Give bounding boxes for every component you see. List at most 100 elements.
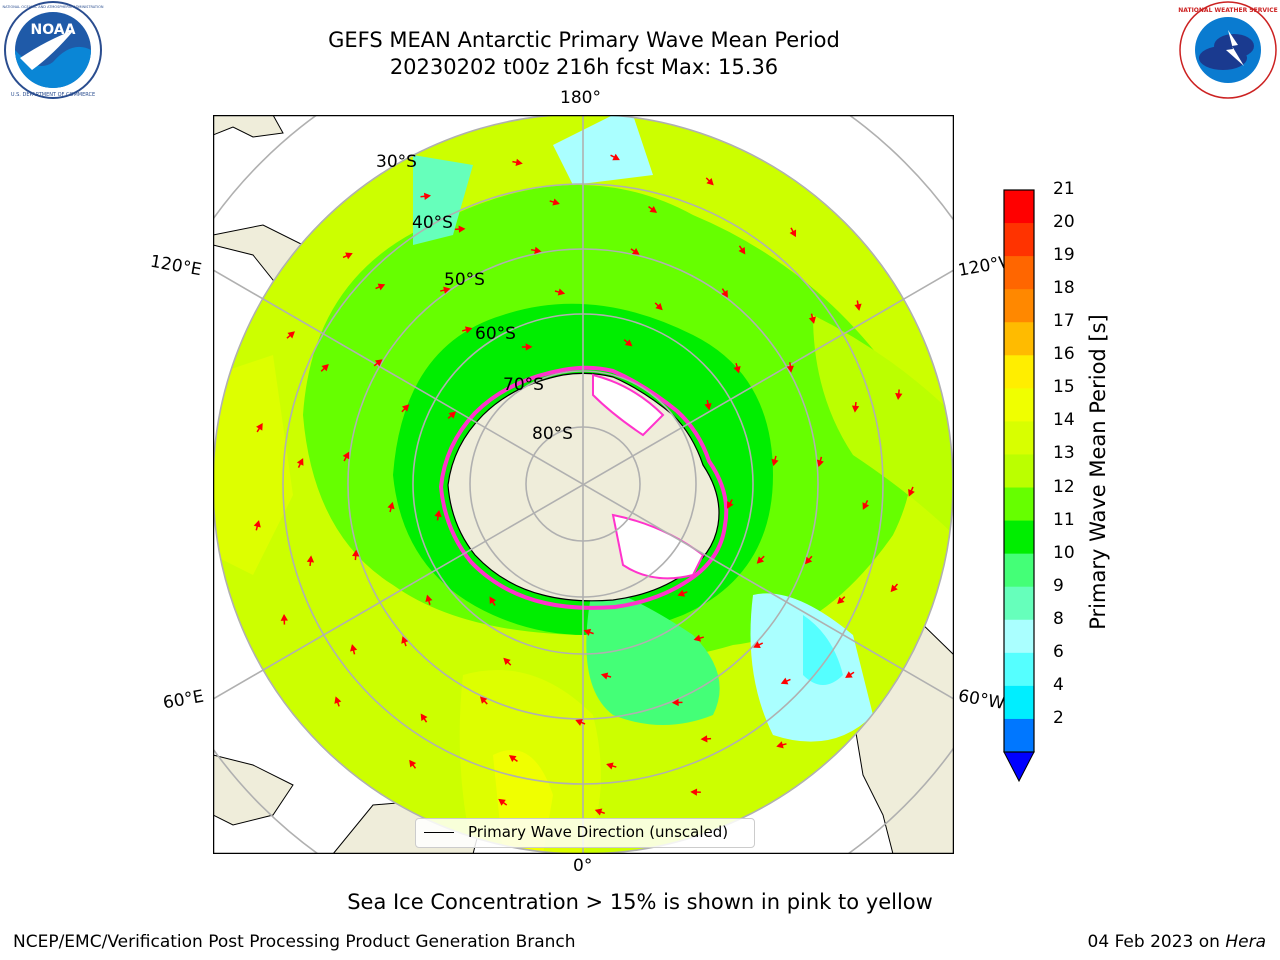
wave-arrow-head: [557, 288, 566, 296]
chart-title: GEFS MEAN Antarctic Primary Wave Mean Pe…: [328, 28, 840, 52]
wave-arrow-head: [890, 584, 898, 593]
colorbar-tick-label: 13: [1053, 443, 1075, 464]
colorbar-cell: [1004, 718, 1034, 753]
wave-arrow-head: [854, 303, 862, 311]
wave-direction-arrows: [253, 153, 915, 816]
wave-arrow-head: [423, 192, 432, 200]
wave-arrow-head: [756, 556, 765, 564]
legend-line-swatch: [424, 832, 454, 833]
wave-arrow-head: [377, 283, 386, 291]
legend-label: Primary Wave Direction (unscaled): [468, 823, 729, 841]
colorbar-tick-label: 19: [1053, 245, 1075, 266]
wave-arrow-head: [401, 404, 410, 412]
wave-arrow-head: [552, 198, 560, 206]
wave-arrow-head: [805, 556, 813, 565]
wave-arrow-head: [624, 339, 633, 347]
wave-arrow-head: [256, 422, 263, 431]
wave-arrow-head: [342, 451, 350, 460]
wave-arrow-head: [334, 696, 342, 704]
footer-date: 04 Feb 2023 on Hera: [1087, 932, 1266, 952]
wave-arrow-head: [632, 247, 640, 255]
wave-arrow-head: [851, 405, 860, 413]
wave-arrow-head: [908, 488, 915, 497]
colorbar-tick-label: 21: [1053, 179, 1075, 199]
colorbar-cell: [1004, 652, 1034, 687]
svg-text:U.S. DEPARTMENT OF COMMERCE: U.S. DEPARTMENT OF COMMERCE: [11, 92, 95, 98]
wave-arrow-head: [845, 671, 853, 678]
wave-arrow-head: [321, 363, 329, 372]
colorbar-cell: [1004, 388, 1034, 422]
wave-arrow-head: [776, 741, 784, 749]
colorbar-tick-label: 20: [1053, 212, 1075, 233]
lon-label-60e: 60°E: [161, 686, 206, 714]
wave-arrow-head: [534, 246, 542, 254]
colorbar-cell: [1004, 421, 1034, 455]
wave-arrow-head: [306, 555, 315, 563]
wave-arrow-head: [771, 458, 779, 467]
wave-arrow-head: [786, 365, 794, 373]
wave-arrow-head: [443, 286, 451, 294]
wave-arrow-head: [253, 520, 261, 528]
colorbar-tick-label: 6: [1053, 641, 1064, 662]
svg-text:NATIONAL OCEANIC AND ATMOSPHER: NATIONAL OCEANIC AND ATMOSPHERIC ADMINIS…: [3, 5, 104, 9]
wave-arrow-head: [600, 672, 609, 680]
colorbar-tick-label: 2: [1053, 707, 1064, 728]
wave-arrow-head: [425, 594, 433, 603]
wave-arrow-head: [434, 509, 442, 518]
wave-arrow-head: [693, 634, 702, 642]
colorbar-tick-label: 14: [1053, 410, 1075, 431]
lat-label-30s: 30°S: [376, 152, 417, 172]
wave-arrow-head: [649, 205, 658, 213]
land-australia: [213, 115, 284, 138]
wave-arrow-head: [727, 501, 734, 509]
wave-arrow-head: [583, 628, 592, 636]
lon-label-180: 180°: [560, 88, 601, 108]
polar-map: [213, 115, 954, 854]
footer-producer: NCEP/EMC/Verification Post Processing Pr…: [13, 932, 576, 952]
wave-arrow-head: [387, 501, 395, 510]
colorbar-tick-label: 15: [1053, 377, 1075, 398]
colorbar-label: Primary Wave Mean Period [s]: [1086, 314, 1110, 630]
wave-arrow-head: [690, 788, 698, 796]
nws-wordmark: NATIONAL WEATHER SERVICE: [1178, 7, 1277, 14]
chart-subtitle: 20230202 t00z 216h fcst Max: 15.36: [389, 55, 779, 79]
wave-arrow-head: [606, 762, 614, 770]
colorbar-cell: [1004, 289, 1034, 323]
wave-arrow-head: [895, 392, 903, 401]
wave-arrow-head: [706, 178, 714, 186]
wave-arrow-head: [287, 331, 295, 339]
colorbar-tick-label: 10: [1053, 542, 1075, 563]
wave-arrow-head: [753, 641, 761, 649]
wave-arrow-head: [280, 614, 288, 621]
colorbar-tick-label: 9: [1053, 575, 1064, 596]
wave-arrow-head: [525, 343, 533, 351]
colorbar-cell: [1004, 355, 1034, 389]
lon-label-120e: 120°E: [148, 251, 204, 281]
colorbar-cell: [1004, 553, 1034, 588]
colorbar-tick-label: 17: [1053, 311, 1075, 332]
wave-arrow-head: [816, 459, 824, 468]
lat-label-50s: 50°S: [444, 270, 485, 290]
colorbar-tick-label: 11: [1053, 509, 1075, 530]
colorbar-cell: [1004, 685, 1034, 720]
wave-arrow-head: [700, 735, 708, 743]
colorbar-cell: [1004, 190, 1034, 224]
sea-ice-note: Sea Ice Concentration > 15% is shown in …: [347, 890, 933, 914]
colorbar-cell: [1004, 619, 1034, 654]
noaa-wordmark: NOAA: [31, 22, 76, 38]
wave-arrow-head: [862, 502, 870, 510]
wave-arrow-head: [479, 696, 488, 704]
ice-edge: [438, 365, 729, 610]
lon-label-0: 0°: [573, 856, 593, 876]
colorbar-cell: [1004, 322, 1034, 356]
wave-arrow-head: [489, 596, 497, 605]
wave-arrow-head: [352, 549, 360, 557]
wave-arrow-head: [575, 719, 583, 726]
colorbar-cell: [1004, 586, 1034, 621]
wave-arrow-head: [409, 759, 417, 768]
wave-arrow-head: [296, 458, 304, 466]
wave-arrow-head: [780, 677, 789, 685]
wave-arrow-head: [420, 713, 428, 722]
lat-label-40s: 40°S: [412, 213, 453, 233]
colorbar-cell: [1004, 487, 1034, 522]
